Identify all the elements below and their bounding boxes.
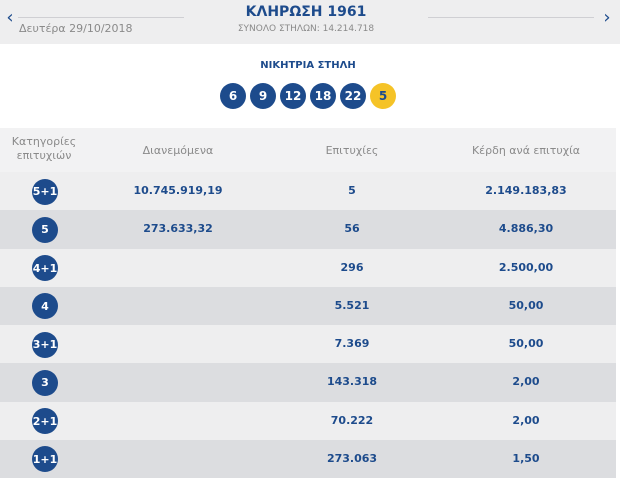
category-badge: 5+1: [32, 178, 58, 205]
winning-number-ball: 6: [220, 83, 246, 109]
winners-cell: 143.318: [326, 375, 378, 389]
draw-title: ΚΛΗΡΩΣΗ 1961: [245, 4, 367, 20]
winners-cell: 5.521: [334, 298, 370, 312]
category-badge: 4: [32, 293, 58, 320]
distributed-cell: [88, 249, 268, 287]
table-row: 4+1 296 2.500,00: [0, 248, 616, 287]
header-divider-right: [428, 17, 594, 18]
prize-cell: 4.886,30: [498, 222, 554, 236]
table-row: 2+1 70.222 2,00: [0, 401, 616, 440]
winners-column-header: Επιτυχίες: [325, 144, 379, 157]
winners-cell: 5: [348, 184, 356, 197]
category-badge: 5: [32, 216, 58, 243]
table-row: 5+1 10.745.919,19 5 2.149.183,83: [0, 172, 616, 211]
winning-column-title: ΝΙΚΗΤΡΙΑ ΣΤΗΛΗ: [260, 60, 356, 71]
distributed-cell: 273.633,32: [143, 222, 213, 236]
category-header-line2: επιτυχιών: [16, 149, 72, 162]
prize-cell: 50,00: [508, 298, 544, 312]
prize-cell: 2.500,00: [498, 260, 554, 274]
category-badge: 3: [32, 369, 58, 396]
winners-cell: 56: [344, 222, 360, 236]
winning-number-ball: 9: [250, 83, 276, 109]
distributed-cell: 10.745.919,19: [133, 184, 223, 197]
table-row: 4 5.521 50,00: [0, 286, 616, 325]
winning-numbers: 6 9 12 18 22 5: [0, 83, 616, 109]
total-columns: ΣΥΝΟΛΟ ΣΤΗΛΩΝ: 14.214.718: [237, 24, 375, 34]
table-row: 3 143.318 2,00: [0, 363, 616, 402]
winners-cell: 296: [340, 260, 364, 274]
draw-header: ‹ Δευτέρα 29/10/2018 ΚΛΗΡΩΣΗ 1961 ΣΥΝΟΛΟ…: [0, 0, 620, 44]
results-table-header: Κατηγορίες επιτυχιών Διανεμόμενα Επιτυχί…: [0, 128, 616, 172]
distributed-cell: [88, 287, 268, 325]
category-header-line1: Κατηγορίες: [11, 135, 77, 148]
table-row: 3+1 7.369 50,00: [0, 325, 616, 364]
prize-cell: 50,00: [508, 337, 544, 350]
table-row: 1+1 273.063 1,50: [0, 439, 616, 478]
prize-cell: 2,00: [512, 413, 540, 427]
winning-number-ball: 12: [280, 83, 306, 109]
prize-cell: 2,00: [512, 375, 540, 389]
winners-cell: 7.369: [334, 337, 370, 350]
header-divider-left: [18, 17, 184, 18]
distributed-cell: [88, 325, 268, 363]
draw-date: Δευτέρα 29/10/2018: [19, 22, 133, 35]
distributed-cell: [88, 363, 268, 401]
prize-column-header: Κέρδη ανά επιτυχία: [471, 144, 581, 157]
winners-cell: 273.063: [326, 451, 378, 465]
category-badge: 3+1: [32, 331, 58, 358]
category-badge: 2+1: [32, 408, 58, 434]
distributed-cell: [88, 440, 268, 478]
next-draw-arrow-icon[interactable]: ›: [603, 7, 611, 28]
category-badge: 4+1: [32, 255, 58, 281]
distributed-column-header: Διανεμόμενα: [142, 144, 214, 157]
category-column-header: Κατηγορίες επιτυχιών: [0, 135, 88, 163]
results-table-body: 5+1 10.745.919,19 5 2.149.183,83 5 273.6…: [0, 172, 616, 478]
joker-number-ball: 5: [370, 83, 396, 109]
prize-cell: 1,50: [512, 451, 540, 465]
table-row: 5 273.633,32 56 4.886,30: [0, 210, 616, 249]
distributed-cell: [88, 402, 268, 440]
previous-draw-arrow-icon[interactable]: ‹: [6, 7, 14, 28]
winning-number-ball: 18: [310, 83, 336, 109]
prize-cell: 2.149.183,83: [485, 184, 567, 197]
winners-cell: 70.222: [330, 413, 374, 427]
category-badge: 1+1: [32, 446, 58, 473]
winning-number-ball: 22: [340, 83, 366, 109]
